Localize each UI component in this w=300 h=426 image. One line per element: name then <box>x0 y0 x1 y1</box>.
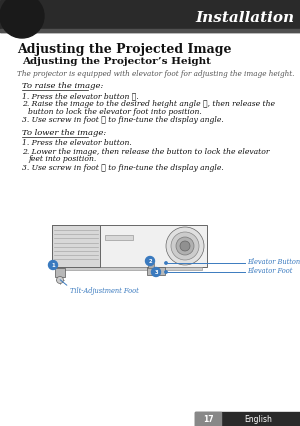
Circle shape <box>180 241 190 251</box>
Circle shape <box>152 268 160 276</box>
Text: 1: 1 <box>51 263 55 268</box>
Text: 2. Raise the image to the desired height angle ②, then release the: 2. Raise the image to the desired height… <box>22 101 275 109</box>
Bar <box>148 263 154 268</box>
Text: 2. Lower the image, then release the button to lock the elevator: 2. Lower the image, then release the but… <box>22 147 269 155</box>
Text: English: English <box>244 414 272 423</box>
Text: 3: 3 <box>154 270 158 275</box>
Text: 3. Use screw in foot ③ to fine-tune the display angle.: 3. Use screw in foot ③ to fine-tune the … <box>22 164 224 172</box>
Circle shape <box>56 276 64 283</box>
Text: Elevator Button: Elevator Button <box>247 258 300 266</box>
Circle shape <box>49 261 58 270</box>
Text: 1. Press the elevator button.: 1. Press the elevator button. <box>22 139 132 147</box>
Text: feet into position.: feet into position. <box>28 155 96 163</box>
Text: Adjusting the Projector’s Height: Adjusting the Projector’s Height <box>22 57 211 66</box>
Bar <box>57 267 202 270</box>
Text: Elevator Foot: Elevator Foot <box>247 267 292 275</box>
Text: To raise the image:: To raise the image: <box>22 82 104 90</box>
Bar <box>0 29 300 32</box>
Text: 2: 2 <box>148 259 152 264</box>
Circle shape <box>0 0 44 38</box>
Bar <box>195 412 300 426</box>
Text: Installation: Installation <box>195 11 294 25</box>
Circle shape <box>165 271 167 273</box>
Circle shape <box>146 256 154 265</box>
Circle shape <box>171 232 199 260</box>
Text: The projector is equipped with elevator foot for adjusting the image height.: The projector is equipped with elevator … <box>17 70 294 78</box>
Text: button to lock the elevator foot into position.: button to lock the elevator foot into po… <box>28 108 202 116</box>
Bar <box>52 225 100 267</box>
Bar <box>52 225 207 267</box>
Bar <box>105 235 133 240</box>
Circle shape <box>6 0 38 32</box>
Text: 3. Use screw in foot ③ to fine-tune the display angle.: 3. Use screw in foot ③ to fine-tune the … <box>22 116 224 124</box>
Text: Tilt-Adjustment Foot: Tilt-Adjustment Foot <box>70 287 139 295</box>
Circle shape <box>166 227 204 265</box>
Text: 17: 17 <box>203 414 213 423</box>
Circle shape <box>176 237 194 255</box>
Circle shape <box>16 10 28 22</box>
Text: 1. Press the elevator button ①.: 1. Press the elevator button ①. <box>22 92 139 100</box>
Bar <box>195 412 221 426</box>
Circle shape <box>165 262 167 264</box>
Circle shape <box>11 5 33 27</box>
Bar <box>147 267 165 275</box>
Text: Adjusting the Projected Image: Adjusting the Projected Image <box>17 43 232 56</box>
Bar <box>0 0 300 32</box>
Text: To lower the image:: To lower the image: <box>22 129 106 137</box>
Bar <box>55 268 65 277</box>
